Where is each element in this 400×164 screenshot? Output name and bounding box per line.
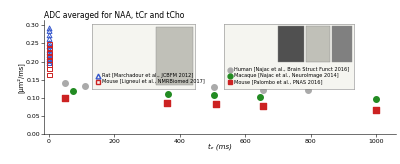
Point (304, 89, 311, 92)
Point (211, 93, 218, 96)
Point (62, 97, 68, 99)
Point (213, 102, 219, 105)
Point (46, 42, 53, 45)
Point (46, 27, 53, 30)
Point (46, 49, 53, 51)
Point (211, 86, 218, 88)
Point (260, 89, 266, 91)
Point (46, 56, 53, 59)
Point (46, 34, 53, 37)
Point (257, 96, 263, 98)
Point (46, 63, 53, 66)
Point (46, 47, 53, 49)
Point (46, 59, 53, 62)
Point (373, 98, 380, 100)
Point (46, 60, 53, 62)
Point (70, 89, 77, 92)
Point (46, 54, 53, 56)
Text: ADC averaged for NAA, tCr and tCho: ADC averaged for NAA, tCr and tCho (44, 11, 184, 20)
Point (46, 68, 53, 70)
Point (82, 85, 88, 88)
Point (46, 45, 53, 48)
Point (46, 55, 53, 58)
Point (164, 102, 170, 104)
Y-axis label: [μm²/ms]: [μm²/ms] (17, 62, 25, 92)
Point (62, 82, 68, 84)
Point (373, 108, 380, 111)
X-axis label: tₑ (ms): tₑ (ms) (208, 144, 232, 150)
Point (46, 51, 53, 54)
Point (46, 51, 53, 54)
Point (46, 74, 53, 76)
Point (46, 58, 53, 60)
Point (46, 43, 53, 46)
Point (46, 30, 53, 32)
Point (165, 93, 172, 95)
Point (46, 38, 53, 40)
Point (260, 105, 266, 107)
Point (46, 62, 53, 64)
